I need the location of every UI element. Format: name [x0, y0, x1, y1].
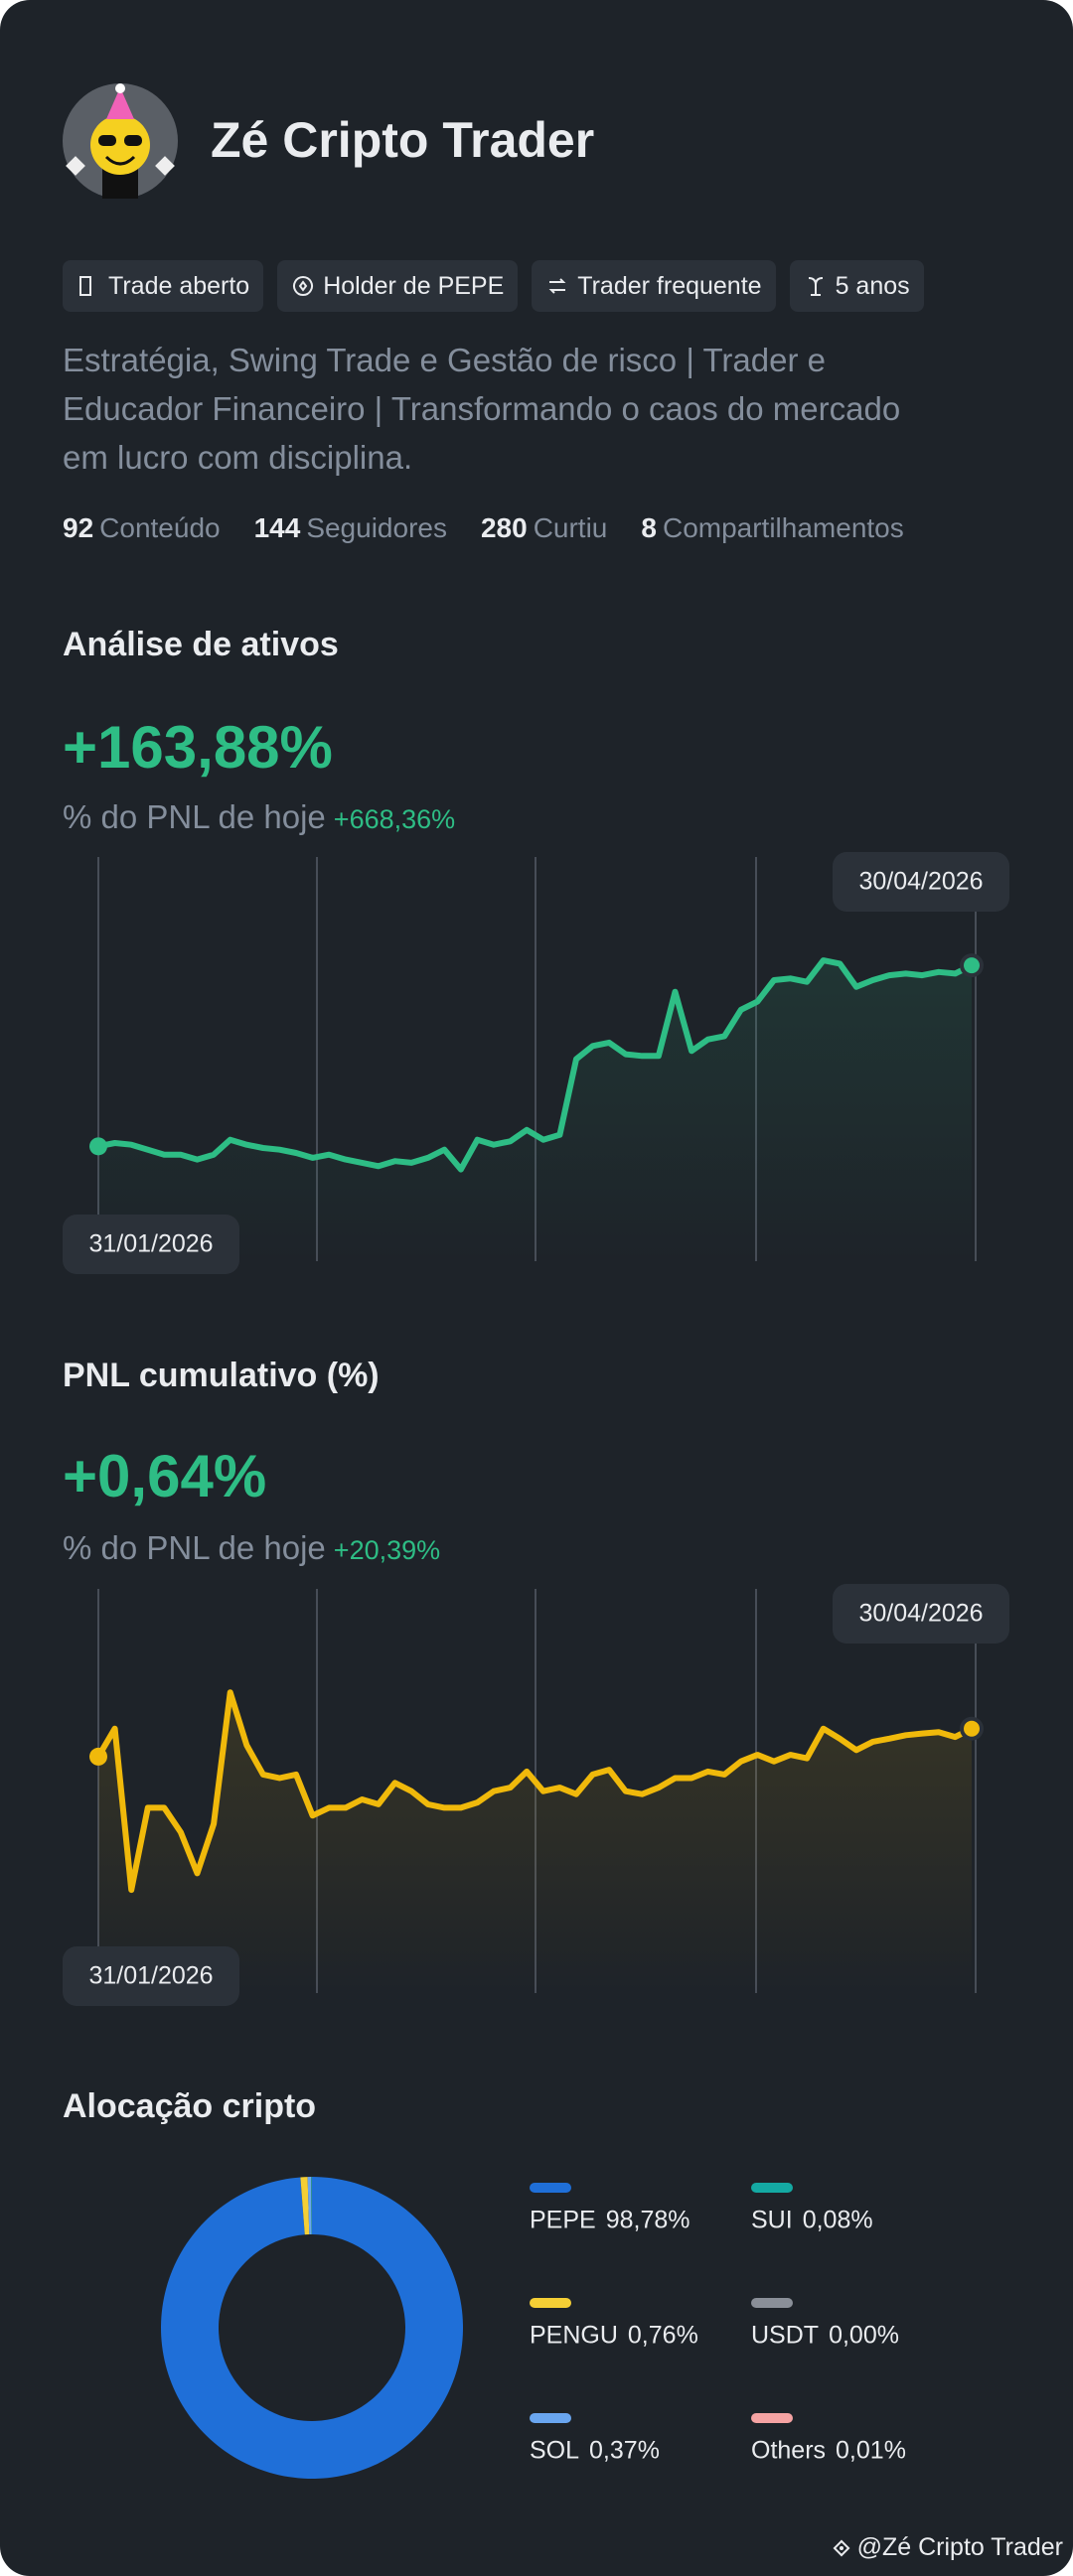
badge-label: Trader frequente	[577, 271, 762, 300]
icon-shape	[548, 278, 566, 294]
date-box	[63, 1215, 239, 1274]
legend-name: PENGU	[530, 2322, 618, 2350]
badge: 5 anos	[789, 260, 924, 312]
legend-swatch	[530, 2413, 571, 2423]
area	[98, 1692, 972, 1993]
stat: 92 Conteúdo	[63, 512, 221, 544]
stat-value: 280	[480, 512, 528, 543]
date-box	[833, 852, 1009, 912]
bio-line: em lucro com disciplina.	[63, 439, 413, 476]
badge-icon	[79, 276, 91, 296]
legend-value: 0,08%	[803, 2207, 873, 2234]
donut-chart: PEPE 98,78% PENGU 0,76% SOL 0,37% SUI 0,08% USDT…	[161, 2177, 906, 2479]
badge-label: 5 anos	[835, 271, 910, 300]
pnl-line: % do PNL de hoje +668,36%	[63, 798, 455, 836]
start-date: 31/01/2026	[88, 1962, 213, 1990]
headline: +0,64%	[63, 1443, 267, 1509]
stat-label: Compartilhamentos	[662, 512, 904, 543]
legend-value: 98,78%	[606, 2207, 690, 2234]
legend-name: SOL	[530, 2437, 579, 2465]
donut-segment	[307, 2177, 312, 2235]
icon-shape	[79, 276, 91, 296]
donut-segment	[161, 2177, 463, 2479]
badge-icon	[293, 276, 314, 296]
area	[98, 960, 972, 1261]
stats: 92 Conteúdo 144 Seguidores 280 Curtiu 8 Compart…	[63, 512, 904, 544]
start-dot	[89, 1137, 107, 1156]
legend-value: 0,00%	[829, 2322, 899, 2350]
badge-label: Holder de PEPE	[323, 271, 505, 300]
avatar	[63, 83, 178, 199]
logo	[833, 2539, 850, 2556]
bio-line: Educador Financeiro | Transformando o ca…	[63, 390, 901, 427]
legend-name: PEPE	[530, 2207, 596, 2234]
icon-shape	[293, 276, 314, 296]
stat: 144 Seguidores	[254, 512, 447, 544]
date-box	[63, 1946, 239, 2006]
stat-label: Curtiu	[533, 512, 608, 543]
date-box	[833, 1584, 1009, 1644]
stat-label: Conteúdo	[99, 512, 221, 543]
legend-name: USDT	[751, 2322, 819, 2350]
icon-shape	[808, 277, 823, 296]
footer-text: @Zé Cripto Trader	[856, 2533, 1063, 2561]
stat-value: 92	[63, 512, 94, 543]
badges: Trade aberto Holder de PEPE Trader frequen…	[63, 260, 924, 312]
legend-value: 0,37%	[589, 2437, 660, 2465]
bio: Estratégia, Swing Trade e Gestão de risc…	[63, 336, 1036, 482]
legend-name: Others	[751, 2437, 826, 2465]
pnl-line: % do PNL de hoje +20,39%	[63, 1529, 440, 1567]
legend-name: SUI	[751, 2207, 793, 2234]
badge-label: Trade aberto	[108, 271, 250, 300]
legend-swatch	[751, 2298, 793, 2308]
donut-segment	[311, 2177, 312, 2235]
pnl-change: +20,39%	[333, 1535, 441, 1565]
line-chart: 30/04/2026 31/01/2026	[63, 1584, 1009, 2006]
profile-name: Zé Cripto Trader	[211, 112, 595, 168]
section-title: PNL cumulativo (%)	[63, 1357, 380, 1394]
end-date: 30/04/2026	[858, 868, 983, 896]
section-title: Alocação cripto	[63, 2087, 317, 2125]
stat-value: 144	[253, 512, 301, 543]
section-title: Análise de ativos	[63, 626, 339, 663]
legend-swatch	[751, 2413, 793, 2423]
legend-swatch	[530, 2183, 571, 2193]
stat: 280 Curtiu	[481, 512, 607, 544]
line	[97, 957, 974, 1173]
footer: @Zé Cripto Trader	[830, 2533, 1063, 2562]
stat-value: 8	[641, 512, 657, 543]
headline: +163,88%	[63, 714, 333, 781]
start-dot	[89, 1747, 107, 1766]
line-chart: 30/04/2026 31/01/2026	[63, 852, 1009, 1274]
legend-value: 0,76%	[628, 2322, 698, 2350]
pnl-label: % do PNL de hoje	[63, 798, 326, 835]
line	[95, 1689, 974, 1894]
badge: Trade aberto	[63, 260, 264, 312]
end-dot-inner	[964, 957, 980, 974]
stat-label: Seguidores	[306, 512, 447, 543]
badge: Trader frequente	[532, 260, 776, 312]
start-date: 31/01/2026	[88, 1230, 213, 1258]
end-dot-inner	[964, 1720, 980, 1737]
pnl-change: +668,36%	[333, 804, 456, 834]
bio-line: Estratégia, Swing Trade e Gestão de risc…	[63, 342, 826, 378]
legend-value: 0,01%	[836, 2437, 906, 2465]
donut-segment	[300, 2177, 310, 2235]
legend-swatch	[530, 2298, 571, 2308]
end-date: 30/04/2026	[858, 1600, 983, 1628]
stat: 8 Compartilhamentos	[641, 512, 903, 544]
legend-swatch	[751, 2183, 793, 2193]
badge-icon	[548, 278, 566, 294]
badge-icon	[808, 277, 823, 296]
pnl-label: % do PNL de hoje	[63, 1529, 326, 1566]
badge: Holder de PEPE	[277, 260, 519, 312]
